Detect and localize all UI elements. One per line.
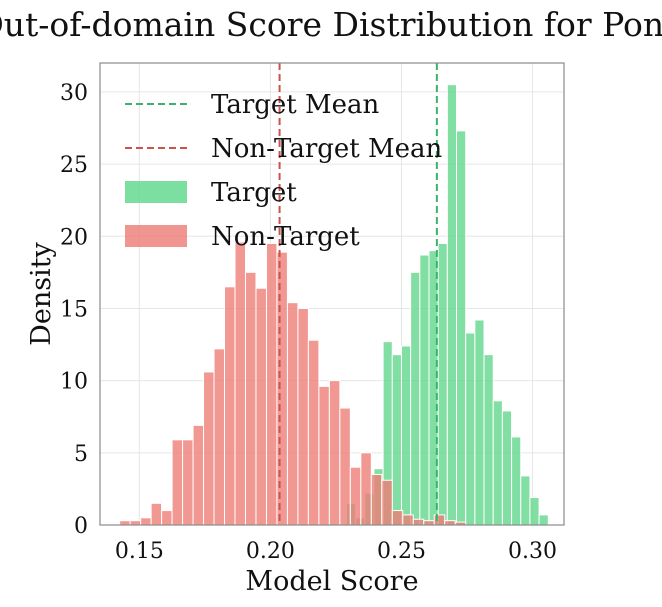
non-target-bar [150, 502, 163, 526]
legend-swatch-non-target [125, 225, 187, 247]
non-target-bar [328, 380, 341, 526]
x-tick-label: 0.25 [377, 539, 426, 564]
non-target-bar [433, 514, 446, 526]
y-axis-ticks: 0 5 10 15 20 25 30 [60, 81, 88, 539]
non-target-bar [444, 520, 456, 526]
y-tick-label: 5 [74, 442, 88, 467]
y-tick-label: 30 [60, 81, 88, 106]
non-target-bar [318, 385, 330, 526]
chart-title: Out-of-domain Score Distribution for Pon… [0, 5, 662, 44]
legend-label-non-target: Non-Target [211, 222, 360, 252]
non-target-bar [360, 452, 372, 526]
target-bar [501, 410, 513, 526]
legend-label-target: Target [211, 178, 297, 208]
non-target-bar [381, 479, 393, 526]
target-bar [400, 345, 412, 526]
legend-label-target-mean: Target Mean [211, 90, 380, 120]
non-target-bar [276, 251, 288, 526]
x-axis-label: Model Score [245, 566, 418, 597]
target-bar [474, 319, 485, 526]
y-tick-label: 15 [60, 297, 88, 322]
non-target-bar [224, 286, 236, 526]
non-target-bar [244, 271, 257, 526]
target-bar [391, 354, 402, 526]
target-bar [520, 475, 531, 526]
non-target-bar [192, 424, 205, 526]
target-bar [529, 497, 540, 526]
non-target-bar [140, 517, 152, 526]
mean-lines [278, 63, 438, 525]
y-tick-label: 10 [60, 370, 88, 395]
non-target-bar [402, 514, 414, 526]
non-target-bar [391, 510, 404, 526]
non-target-bar [339, 407, 351, 526]
target-bar [446, 84, 458, 526]
non-target-bars [119, 241, 467, 526]
y-tick-label: 0 [74, 514, 88, 539]
y-axis-label: Density [26, 241, 57, 345]
non-target-bar [129, 520, 142, 526]
y-tick-label: 20 [60, 225, 88, 250]
x-tick-label: 0.30 [508, 539, 557, 564]
non-target-bar [370, 473, 383, 526]
non-target-bar [234, 241, 246, 526]
legend: Target Mean Non-Target Mean Target Non-Targ… [125, 90, 443, 252]
target-bar [437, 242, 448, 526]
non-target-bar [349, 466, 362, 526]
non-target-bar [255, 287, 267, 526]
target-bar [538, 514, 549, 526]
x-tick-label: 0.20 [246, 539, 295, 564]
non-target-bar [297, 307, 309, 526]
non-target-bar [182, 439, 194, 526]
non-target-bar [161, 510, 173, 526]
target-bar [456, 130, 467, 526]
x-tick-label: 0.15 [115, 539, 164, 564]
non-target-bar [423, 520, 435, 526]
y-tick-label: 25 [60, 153, 88, 178]
target-bar [410, 271, 421, 526]
non-target-bar [265, 242, 278, 526]
target-bar [511, 436, 522, 526]
legend-label-non-target-mean: Non-Target Mean [211, 134, 443, 164]
target-bar [419, 254, 430, 526]
non-target-bar [213, 348, 226, 526]
non-target-bar [307, 339, 320, 526]
x-axis-ticks: 0.15 0.20 0.25 0.30 [115, 539, 557, 564]
non-target-bar [286, 302, 299, 526]
legend-swatch-target [125, 181, 187, 203]
target-bar [483, 354, 494, 526]
non-target-bar [171, 439, 184, 526]
target-bar [492, 400, 503, 526]
plot-frame [99, 62, 565, 526]
non-target-bar [203, 371, 215, 526]
non-target-bar [119, 520, 131, 526]
non-target-bar [412, 518, 425, 526]
target-bar [465, 332, 476, 526]
